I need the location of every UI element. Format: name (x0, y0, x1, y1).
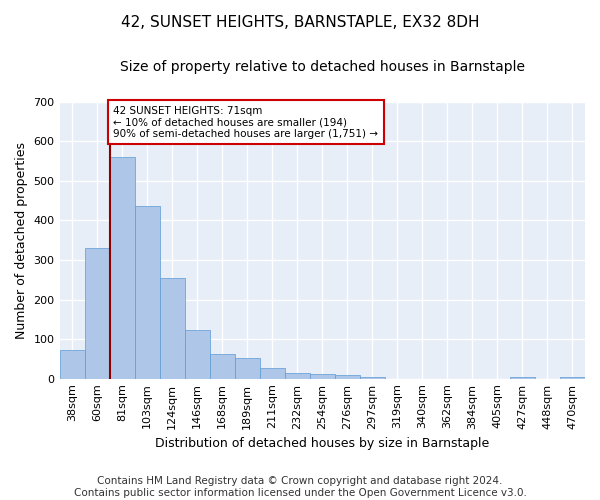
Bar (260, 368, 285, 378)
Bar (110, 157, 134, 378)
Y-axis label: Number of detached properties: Number of detached properties (15, 142, 28, 338)
Bar (285, 372, 310, 378)
Bar (134, 206, 160, 378)
Text: 42, SUNSET HEIGHTS, BARNSTAPLE, EX32 8DH: 42, SUNSET HEIGHTS, BARNSTAPLE, EX32 8DH (121, 15, 479, 30)
Text: Contains HM Land Registry data © Crown copyright and database right 2024.
Contai: Contains HM Land Registry data © Crown c… (74, 476, 526, 498)
Bar (310, 374, 335, 378)
Bar (85, 248, 110, 378)
Bar (160, 278, 185, 378)
Bar (510, 377, 535, 378)
Bar (235, 358, 260, 378)
X-axis label: Distribution of detached houses by size in Barnstaple: Distribution of detached houses by size … (155, 437, 490, 450)
Bar (360, 377, 385, 378)
Bar (560, 377, 585, 378)
Text: 42 SUNSET HEIGHTS: 71sqm
← 10% of detached houses are smaller (194)
90% of semi-: 42 SUNSET HEIGHTS: 71sqm ← 10% of detach… (113, 106, 379, 138)
Bar (209, 354, 235, 378)
Bar (59, 350, 85, 378)
Title: Size of property relative to detached houses in Barnstaple: Size of property relative to detached ho… (120, 60, 525, 74)
Bar (335, 374, 360, 378)
Bar (185, 330, 209, 378)
